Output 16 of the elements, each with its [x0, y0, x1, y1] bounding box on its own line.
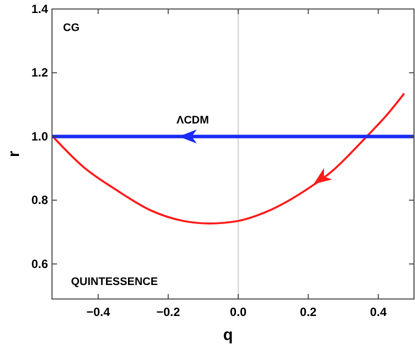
annotation: QUINTESSENCE [71, 276, 158, 288]
y-axis-title: r [6, 150, 23, 158]
y-tick-label: 1.4 [31, 2, 48, 16]
x-tick-label: −0.4 [86, 305, 110, 319]
y-tick-label: 0.8 [31, 193, 48, 208]
line-series [52, 92, 406, 224]
x-axis-title: q [223, 327, 233, 344]
y-tick-label: 1.0 [31, 129, 48, 144]
x-tick-label: 0.0 [230, 305, 247, 319]
x-tick-label: 0.2 [300, 305, 317, 319]
x-tick-label: −0.2 [156, 305, 180, 319]
x-tick-label: 0.4 [370, 305, 387, 319]
y-tick-label: 0.6 [31, 256, 48, 271]
annotation: ΛCDM [176, 114, 209, 127]
y-tick-label: 1.2 [31, 66, 48, 80]
annotation: CG [63, 22, 80, 34]
